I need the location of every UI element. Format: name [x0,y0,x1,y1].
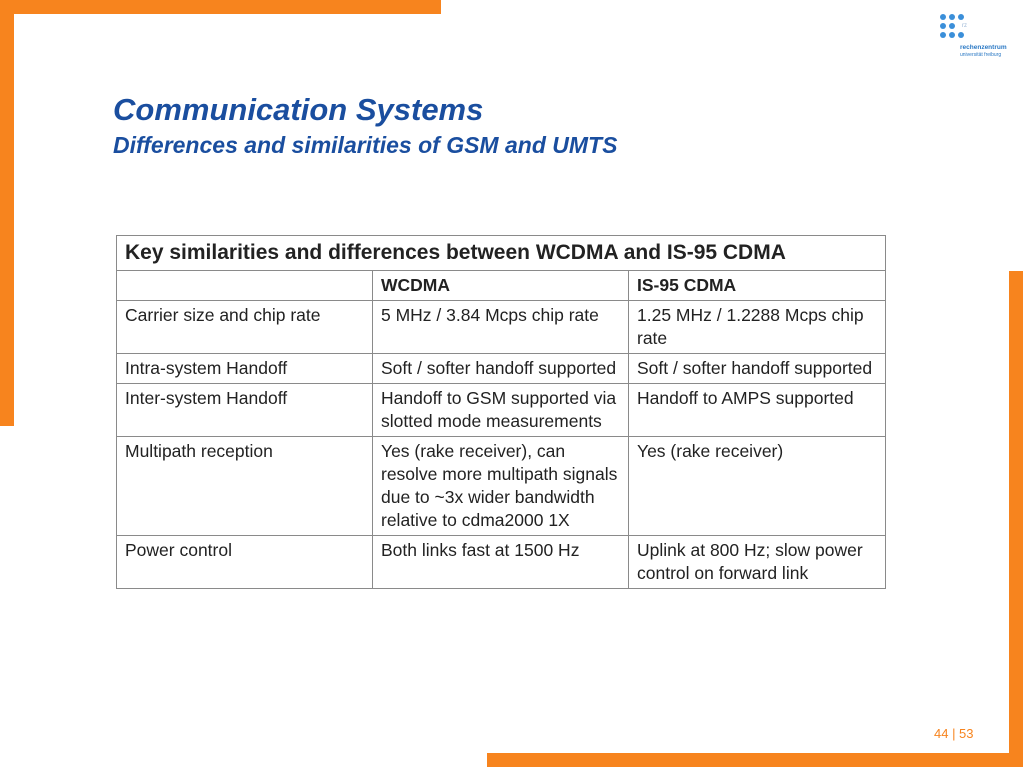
logo-dot-icon [949,32,955,38]
table-header-row: WCDMA IS-95 CDMA [116,270,887,301]
table-cell: Carrier size and chip rate [116,300,373,354]
table-caption: Key similarities and differences between… [115,235,887,271]
table-row: Carrier size and chip rate 5 MHz / 3.84 … [116,300,887,354]
table-cell: Yes (rake receiver) [627,436,887,536]
logo-dot-icon [940,32,946,38]
table-cell: Handoff to GSM supported via slotted mod… [372,383,629,437]
table-row: Multipath reception Yes (rake receiver),… [116,436,887,536]
table-cell: Intra-system Handoff [116,353,373,384]
table-row: Intra-system Handoff Soft / softer hando… [116,353,887,384]
table-caption-row: Key similarities and differences between… [115,235,887,271]
logo-dot-icon [958,32,964,38]
table-cell: Handoff to AMPS supported [627,383,887,437]
logo-abbrev: rz [962,23,967,29]
rechenzentrum-logo: rz rechenzentrum universität freiburg [940,14,1014,60]
table-cell: Soft / softer handoff supported [372,353,629,384]
table-cell: Inter-system Handoff [116,383,373,437]
table-row: Inter-system Handoff Handoff to GSM supp… [116,383,887,437]
logo-dot-icon [940,23,946,29]
table-cell: Multipath reception [116,436,373,536]
column-header [116,270,373,301]
table-cell: 5 MHz / 3.84 Mcps chip rate [372,300,629,354]
page-number: 44 | 53 [934,726,974,741]
column-header: IS-95 CDMA [627,270,887,301]
table-cell: Yes (rake receiver), can resolve more mu… [372,436,629,536]
logo-name-line2: universität freiburg [960,52,1002,58]
logo-dot-icon [949,14,955,20]
slide-title: Communication Systems [113,92,484,127]
table-row: Power control Both links fast at 1500 Hz… [116,535,887,589]
orange-bar-right [1009,271,1023,767]
logo-dot-icon [949,23,955,29]
table-cell: 1.25 MHz / 1.2288 Mcps chip rate [627,300,887,354]
comparison-table: Key similarities and differences between… [115,235,887,589]
column-header: WCDMA [372,270,629,301]
orange-bar-bottom [487,753,1023,767]
orange-bar-left [0,0,14,426]
table-cell: Power control [116,535,373,589]
table-cell: Soft / softer handoff supported [627,353,887,384]
logo-dot-icon [940,14,946,20]
logo-name-line1: rechenzentrum [960,44,1007,51]
orange-bar-top [0,0,441,14]
table-cell: Both links fast at 1500 Hz [372,535,629,589]
table-cell: Uplink at 800 Hz; slow power control on … [627,535,887,589]
logo-dot-icon [958,14,964,20]
slide-subtitle: Differences and similarities of GSM and … [113,132,618,158]
